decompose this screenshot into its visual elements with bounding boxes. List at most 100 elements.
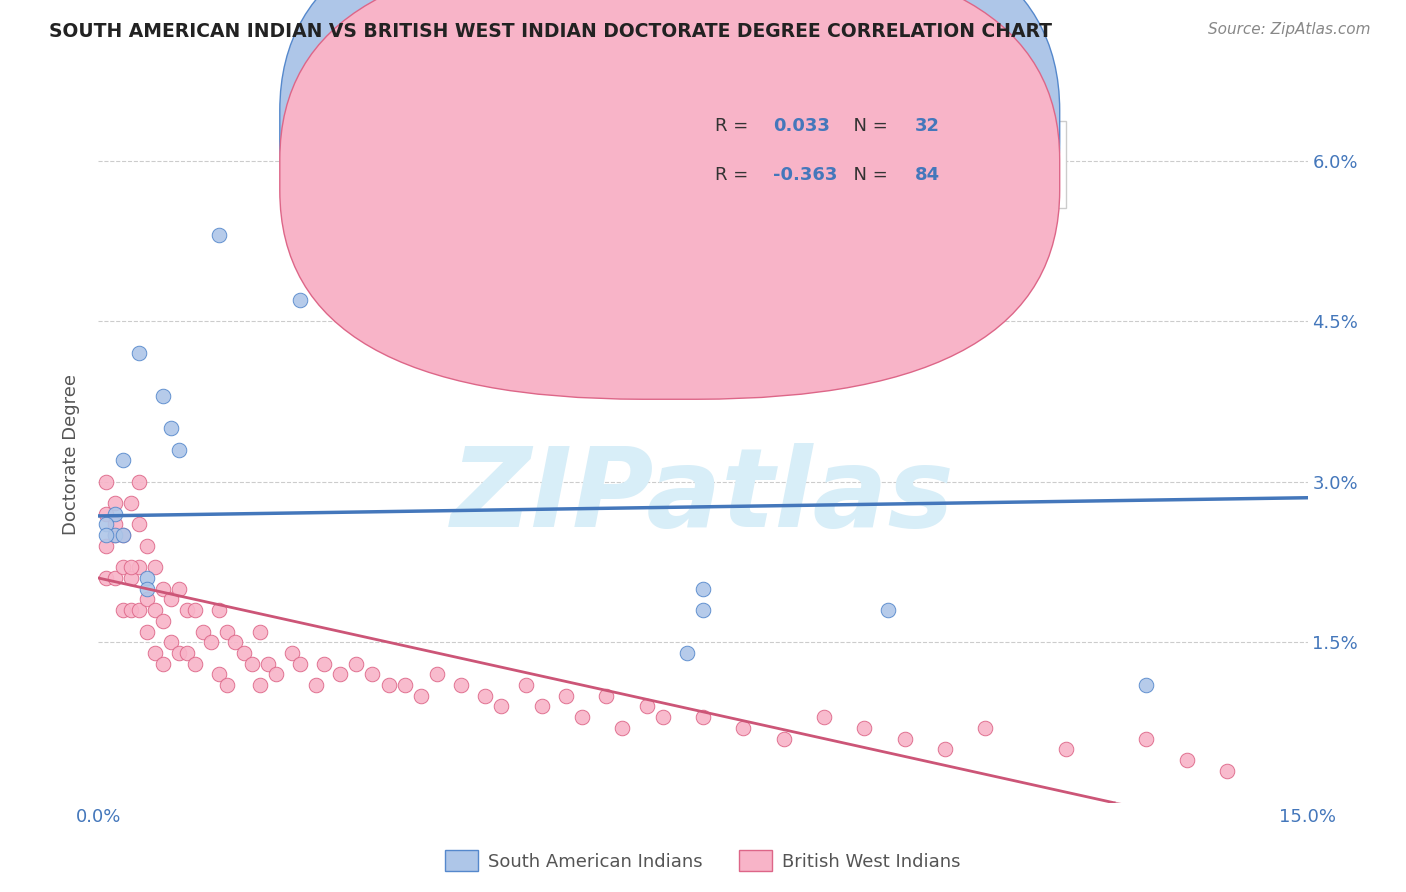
Point [135,624,157,639]
Point [1175,753,1198,767]
Text: ZIPatlas: ZIPatlas [451,443,955,550]
Point [120,560,142,574]
Point [176,603,198,617]
Point [264,667,287,681]
Point [515,678,537,692]
Point [934,742,956,756]
Point [612,721,634,735]
Point [96,475,118,489]
Point [152,614,174,628]
Point [1216,764,1239,778]
Point [249,624,271,639]
Point [103,517,125,532]
Point [135,582,157,596]
Text: N =: N = [842,117,894,136]
Point [184,657,207,671]
Point [377,678,399,692]
Point [394,678,416,692]
Point [167,442,190,457]
Point [1135,731,1157,746]
Point [103,571,125,585]
Point [256,657,278,671]
Point [167,582,190,596]
Text: 0.033: 0.033 [773,117,830,136]
Point [96,528,118,542]
Point [111,528,134,542]
Text: 32: 32 [915,117,939,136]
Point [893,731,915,746]
Point [103,528,125,542]
Point [692,710,714,724]
Text: -0.363: -0.363 [773,166,838,184]
Point [103,528,125,542]
Text: 84: 84 [915,166,939,184]
Point [240,657,263,671]
Point [288,293,311,307]
Point [160,635,183,649]
Point [329,667,352,681]
Point [120,571,142,585]
Point [314,657,336,671]
Point [184,603,207,617]
Point [193,624,215,639]
Point [281,646,304,660]
Point [772,731,794,746]
Point [135,539,157,553]
Point [96,507,118,521]
Point [612,293,634,307]
Point [217,624,239,639]
Point [450,678,472,692]
Point [394,314,416,328]
Point [571,710,593,724]
Point [208,667,231,681]
Point [96,517,118,532]
Point [676,646,699,660]
Point [530,699,553,714]
Point [595,689,617,703]
Point [143,603,166,617]
Point [135,571,157,585]
Point [152,582,174,596]
FancyBboxPatch shape [624,121,1066,208]
Point [120,496,142,510]
Point [103,507,125,521]
Point [974,721,997,735]
Point [160,592,183,607]
Point [111,528,134,542]
Point [305,678,328,692]
Legend: South American Indians, British West Indians: South American Indians, British West Ind… [437,843,969,879]
Point [877,603,900,617]
Point [143,560,166,574]
Y-axis label: Doctorate Degree: Doctorate Degree [62,375,80,535]
Point [111,603,134,617]
Point [692,603,714,617]
Point [555,689,578,703]
Point [249,678,271,692]
Point [1054,742,1077,756]
Text: R =: R = [716,166,754,184]
Point [135,592,157,607]
Point [200,635,222,649]
Point [636,699,658,714]
Point [152,657,174,671]
Text: Source: ZipAtlas.com: Source: ZipAtlas.com [1208,22,1371,37]
Point [143,646,166,660]
Point [176,646,198,660]
Point [224,635,246,649]
Point [692,582,714,596]
Point [361,667,384,681]
Point [232,646,254,660]
Point [152,389,174,403]
Point [128,603,150,617]
Point [208,228,231,243]
Point [813,710,835,724]
FancyBboxPatch shape [280,0,1060,400]
Point [128,517,150,532]
Point [96,539,118,553]
Point [853,721,876,735]
Point [733,721,755,735]
Point [111,453,134,467]
Point [1135,678,1157,692]
Point [217,678,239,692]
Point [208,603,231,617]
